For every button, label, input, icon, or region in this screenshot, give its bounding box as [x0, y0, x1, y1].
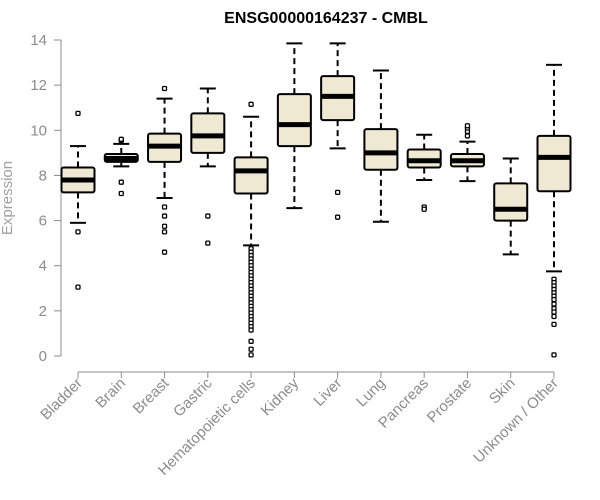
x-category-label: Lung [353, 375, 389, 411]
y-axis-label: Expression [0, 161, 16, 235]
outlier-point [248, 346, 254, 352]
outlier-point [161, 204, 168, 210]
iqr-box [536, 134, 572, 193]
x-category-label: Kidney [258, 374, 303, 419]
y-tick-label: 4 [39, 258, 47, 275]
outlier-point [118, 136, 124, 142]
outlier-point [551, 309, 557, 315]
outlier-point [161, 249, 168, 255]
iqr-box [233, 156, 269, 195]
outlier-point [551, 296, 557, 303]
outlier-point [334, 214, 341, 220]
y-tick-label: 2 [39, 303, 47, 320]
outlier-point [75, 110, 81, 117]
outlier-point [551, 352, 557, 358]
outlier-point [161, 213, 168, 219]
iqr-box [190, 112, 226, 154]
x-category-label: Prostate [424, 375, 476, 427]
box-hematopoietic-cells [233, 101, 269, 358]
y-tick-label: 8 [39, 167, 47, 184]
outlier-point [248, 327, 254, 333]
y-tick-label: 14 [30, 32, 47, 49]
outlier-point [248, 352, 254, 358]
x-category-label: Brain [92, 375, 129, 412]
box-prostate [449, 123, 485, 183]
x-category-label: Skin [486, 375, 519, 408]
outlier-point [118, 190, 124, 197]
outlier-point [551, 321, 557, 328]
chart-title: ENSG00000164237 - CMBL [224, 10, 428, 27]
outlier-point [161, 85, 168, 92]
x-category-label: Liver [310, 375, 345, 410]
box-gastric [190, 87, 226, 246]
iqr-box [493, 182, 529, 222]
outlier-point [205, 213, 211, 219]
y-tick-label: 6 [39, 213, 47, 230]
x-category-label: Bladder [37, 375, 86, 424]
box-unknown-other [536, 63, 572, 358]
iqr-box [276, 93, 312, 148]
outlier-point [205, 240, 211, 246]
box-brain [103, 136, 139, 197]
box-lung [363, 69, 399, 223]
outlier-point [75, 229, 81, 235]
box-liver [320, 42, 356, 220]
outlier-point [551, 301, 557, 307]
box-breast [147, 85, 183, 255]
outlier-point [464, 133, 471, 139]
outlier-point [118, 179, 124, 185]
outlier-point [464, 123, 471, 129]
box-pancreas [406, 133, 442, 212]
outlier-point [248, 338, 254, 344]
box-series [60, 42, 572, 358]
box-kidney [276, 42, 312, 210]
outlier-point [161, 229, 168, 235]
y-tick-label: 0 [39, 348, 47, 365]
y-axis: 0 2 4 6 8 10 12 14 [30, 32, 62, 365]
y-tick-label: 12 [30, 77, 47, 94]
outlier-point [551, 313, 557, 320]
outlier-point [75, 284, 81, 290]
box-bladder [60, 110, 96, 290]
x-category-label: Breast [130, 374, 173, 417]
iqr-box [363, 128, 399, 171]
box-skin [493, 157, 529, 256]
outlier-point [421, 206, 427, 212]
outlier-point [248, 101, 254, 107]
outlier-point [334, 189, 341, 196]
y-tick-label: 10 [30, 122, 47, 139]
outlier-point [161, 223, 168, 229]
